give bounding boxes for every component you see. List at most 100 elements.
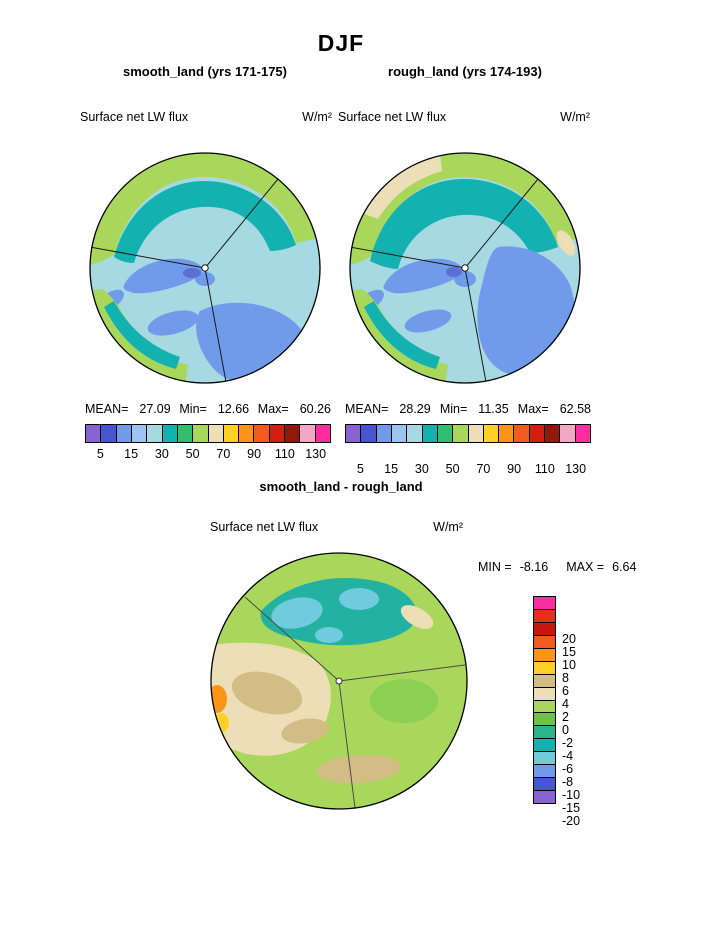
colorbar-tick-label: -6 bbox=[562, 762, 574, 776]
variable-label: Surface net LW flux bbox=[210, 520, 319, 534]
colorbar-segment bbox=[284, 425, 300, 442]
colorbar-segment bbox=[268, 425, 285, 442]
diff-stats: MIN = -8.16 MAX = 6.64 bbox=[478, 560, 654, 574]
units-label: W/m² bbox=[560, 110, 590, 124]
colorbar-tick-label: 20 bbox=[562, 632, 576, 646]
colorbar-segment bbox=[534, 738, 555, 752]
colorbar-tick-label: -2 bbox=[562, 736, 574, 750]
colorbar-flux-right bbox=[345, 424, 591, 443]
plot-caption-diff: Surface net LW flux W/m² bbox=[210, 520, 463, 534]
colorbar-diff-ticks: 20 15 10 8 6 4 2 0 -2 -4 -6 -8 -10 -15 -20 bbox=[562, 626, 596, 834]
colorbar-segment bbox=[346, 425, 361, 442]
polar-map-smooth-land bbox=[89, 152, 321, 384]
grid-lines bbox=[350, 178, 539, 383]
map-blob-blue bbox=[123, 258, 202, 294]
colorbar-flux-left-ticks: 5 15 30 50 70 90 110 130 bbox=[85, 447, 331, 462]
colorbar-segment bbox=[534, 621, 555, 635]
colorbar-segment bbox=[498, 425, 514, 442]
colorbar-segment bbox=[86, 425, 101, 442]
colorbar-segment bbox=[534, 673, 555, 687]
map-outline bbox=[349, 152, 581, 384]
colorbar-tick-label: 15 bbox=[384, 462, 399, 476]
polar-map-rough-land bbox=[349, 152, 581, 384]
grid-lines bbox=[90, 178, 279, 383]
map-blob-cream bbox=[556, 230, 576, 256]
stat-max-label: MAX = bbox=[566, 560, 605, 574]
colorbar-segment bbox=[534, 686, 555, 700]
colorbar-segment bbox=[534, 647, 555, 661]
units-label: W/m² bbox=[302, 110, 332, 124]
colorbar-segment bbox=[421, 425, 437, 442]
colorbar-tick-label: 30 bbox=[154, 447, 169, 461]
map-blob-blue bbox=[383, 258, 462, 294]
map-band-teal-top bbox=[114, 181, 296, 263]
colorbar-segment bbox=[574, 425, 590, 442]
colorbar-segment bbox=[436, 425, 453, 442]
figure-title: DJF bbox=[317, 30, 365, 56]
stat-max: Max= 62.58 bbox=[517, 402, 591, 416]
colorbar-tick-label: 5 bbox=[356, 462, 364, 476]
map-outline bbox=[89, 152, 321, 384]
colorbar-segment bbox=[534, 725, 555, 739]
colorbar-tick-label: -4 bbox=[562, 749, 574, 763]
map-blob-tan bbox=[317, 754, 401, 784]
map-blob-cyan bbox=[339, 588, 379, 610]
diff-header: smooth_land - rough_land bbox=[259, 479, 423, 494]
colorbar-segment bbox=[375, 425, 391, 442]
map-band-teal-bottom bbox=[364, 301, 440, 369]
colorbar-segment bbox=[467, 425, 483, 442]
map-band-teal-bottom bbox=[104, 301, 180, 369]
colorbar-tick-label: 130 bbox=[305, 447, 327, 461]
colorbar-segment bbox=[528, 425, 545, 442]
colorbar-tick-label: 8 bbox=[562, 671, 569, 685]
colorbar-tick-label: 15 bbox=[124, 447, 139, 461]
variable-label: Surface net LW flux bbox=[338, 110, 447, 124]
colorbar-tick-label: 0 bbox=[562, 723, 569, 737]
colorbar-segment bbox=[534, 597, 555, 609]
colorbar-segment bbox=[534, 777, 555, 791]
variable-label: Surface net LW flux bbox=[80, 110, 189, 124]
colorbar-segment bbox=[299, 425, 315, 442]
colorbar-tick-label: 5 bbox=[96, 447, 104, 461]
map-blob-cyan bbox=[315, 627, 343, 643]
colorbar-tick-label: 2 bbox=[562, 710, 569, 724]
map-blob-tan bbox=[281, 718, 329, 744]
map-blob-blue bbox=[195, 272, 215, 286]
map-blob-deep-blue bbox=[446, 267, 462, 277]
stat-mean: MEAN= 28.29 bbox=[345, 402, 431, 416]
colorbar-tick-label: 30 bbox=[414, 462, 429, 476]
colorbar-flux-right-ticks: 5 15 30 50 70 90 110 130 bbox=[345, 462, 591, 477]
colorbar-diff bbox=[533, 596, 556, 804]
colorbar-tick-label: 15 bbox=[562, 645, 576, 659]
colorbar-segment bbox=[115, 425, 131, 442]
plot-caption-left: Surface net LW flux W/m² bbox=[80, 110, 332, 124]
colorbar-tick-label: 130 bbox=[565, 462, 587, 476]
colorbar-tick-label: 6 bbox=[562, 684, 569, 698]
map-band-cream-rim bbox=[362, 153, 442, 219]
plot-caption-right: Surface net LW flux W/m² bbox=[338, 110, 590, 124]
colorbar-segment bbox=[544, 425, 560, 442]
colorbar-segment bbox=[176, 425, 193, 442]
colorbar-segment bbox=[534, 660, 555, 674]
colorbar-segment bbox=[534, 634, 555, 648]
colorbar-segment bbox=[238, 425, 254, 442]
pole-dot bbox=[335, 677, 343, 685]
grid-lines bbox=[244, 596, 466, 809]
colorbar-tick-label: 70 bbox=[216, 447, 231, 461]
map-band-teal-top bbox=[370, 179, 558, 269]
stat-min: Min= 12.66 bbox=[179, 402, 250, 416]
colorbar-tick-label: 90 bbox=[247, 447, 262, 461]
colorbar-tick-label: -10 bbox=[562, 788, 581, 802]
stat-max-value: 6.64 bbox=[612, 560, 637, 574]
colorbar-tick-label: 70 bbox=[476, 462, 491, 476]
map-blob-deep-blue bbox=[183, 268, 201, 278]
map-band-green-top bbox=[90, 153, 320, 267]
colorbar-segment bbox=[534, 790, 555, 803]
colorbar-flux-left bbox=[85, 424, 331, 443]
colorbar-segment bbox=[161, 425, 177, 442]
colorbar-tick-label: -8 bbox=[562, 775, 574, 789]
colorbar-segment bbox=[534, 764, 555, 778]
colorbar-segment bbox=[253, 425, 269, 442]
colorbar-segment bbox=[513, 425, 529, 442]
